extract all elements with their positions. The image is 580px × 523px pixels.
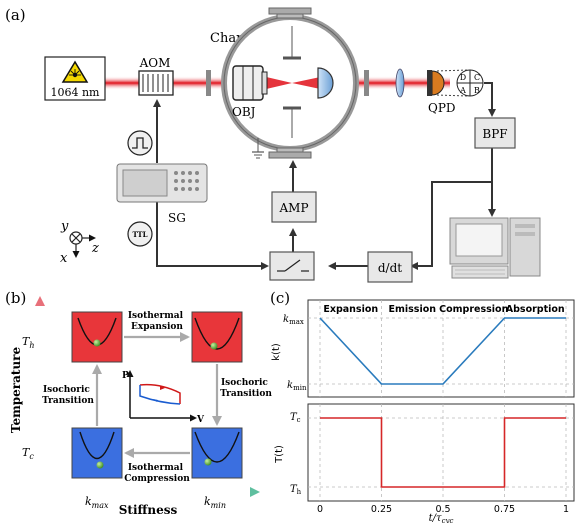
bpf-label: BPF bbox=[482, 127, 507, 141]
k-chart-frame bbox=[307, 299, 575, 398]
ddt-box bbox=[367, 251, 413, 283]
state-cold-soft bbox=[191, 427, 243, 479]
laser-wavelength: 1064 nm bbox=[50, 86, 100, 99]
wire-sg-switch bbox=[156, 200, 269, 270]
isothermal-expansion-label: Isothermal Expansion bbox=[128, 311, 186, 332]
stage-label-emission: Emission bbox=[389, 304, 437, 315]
obj-label: OBJ bbox=[232, 105, 256, 119]
x-tick-label-1: 0.25 bbox=[371, 504, 392, 515]
t-chart: T(t) Tc Th 0 0.25 0.5 0.75 1 t/τcyc bbox=[274, 403, 575, 523]
stage-label-expansion: Expansion bbox=[323, 304, 378, 315]
right-isochoric-label: Isochoric Transition bbox=[220, 378, 272, 399]
x-tick-label-3: 0.75 bbox=[494, 504, 515, 515]
wire-bpf-ddt bbox=[410, 181, 492, 270]
aom-label: AOM bbox=[139, 56, 171, 70]
state-hot-soft bbox=[191, 311, 243, 363]
panel-b-label: (b) bbox=[5, 289, 26, 307]
panel-c-label: (c) bbox=[270, 289, 290, 307]
axis-y-label: y bbox=[60, 219, 69, 234]
left-isochoric-label: Isochoric Transition bbox=[42, 385, 94, 406]
t-axis-label: T(t) bbox=[274, 445, 285, 464]
qpd-label: QPD bbox=[428, 101, 456, 115]
panel-c: (c) Expansion Emission CompressionAbsorpti… bbox=[270, 289, 575, 523]
exit-window bbox=[364, 70, 369, 96]
k-series-line bbox=[319, 317, 566, 385]
entry-window bbox=[206, 70, 211, 96]
wire-qpd-bpf bbox=[484, 82, 496, 117]
kmax-label: kmax bbox=[283, 314, 304, 326]
state-cold-stiff bbox=[71, 427, 123, 479]
qpd-quadrant-d: D bbox=[460, 73, 466, 82]
temperature-axis-label: Temperature bbox=[9, 347, 23, 434]
x-tick-label-2: 0.5 bbox=[435, 504, 450, 515]
stiffness-axis-label: Stiffness bbox=[119, 503, 178, 517]
laser-source: 1064 nm bbox=[44, 56, 106, 101]
kmin-label: kmin bbox=[287, 380, 307, 392]
stage-label-compression: Compression bbox=[439, 304, 508, 315]
objective-lens bbox=[232, 65, 268, 101]
coordinate-axes: y z x bbox=[60, 219, 99, 266]
sg-label: SG bbox=[168, 211, 186, 225]
stage-label-absorption: Absorption bbox=[506, 304, 565, 315]
t-series-line bbox=[320, 417, 566, 488]
focus-lens bbox=[395, 68, 405, 98]
th-label: Th bbox=[290, 484, 302, 496]
kmin-tick-label: kmin bbox=[204, 495, 226, 510]
qpd: D C A B bbox=[427, 69, 484, 97]
k-axis-label: k(t) bbox=[271, 343, 282, 361]
th-tick-label: Th bbox=[22, 335, 35, 350]
bpf-box bbox=[474, 117, 516, 149]
panel-a-label: (a) bbox=[5, 6, 26, 24]
isothermal-compression-label: Isothermal Compression bbox=[124, 463, 190, 484]
tc-label: Tc bbox=[290, 412, 301, 424]
amp-box bbox=[271, 191, 317, 223]
ttl-icon: TTL bbox=[127, 221, 153, 247]
qpd-quadrant-c: C bbox=[474, 73, 480, 82]
aom bbox=[138, 70, 174, 96]
collection-lens bbox=[317, 67, 334, 99]
switch-box bbox=[269, 251, 315, 281]
ddt-label: d/dt bbox=[378, 261, 402, 275]
amp-label: AMP bbox=[278, 201, 308, 215]
panel-b: (b) Temperature Stiffness Th Tc kmax kmi… bbox=[5, 289, 272, 517]
pv-diagram: P V bbox=[122, 370, 205, 425]
state-hot-stiff bbox=[71, 311, 123, 363]
x-tick-label-0: 0 bbox=[317, 504, 323, 515]
panel-a: (a) 1064 nm AOM bbox=[5, 6, 541, 283]
qpd-quadrant-b: B bbox=[474, 86, 480, 95]
pv-p-label: P bbox=[122, 371, 129, 381]
axis-x-label: x bbox=[60, 251, 68, 266]
vacuum-chamber bbox=[221, 7, 359, 159]
pv-v-label: V bbox=[196, 415, 205, 425]
t-x-axis-label: t/τcyc bbox=[429, 513, 454, 523]
tc-tick-label: Tc bbox=[22, 446, 34, 461]
signal-generator-icon bbox=[116, 163, 208, 203]
kmax-tick-label: kmax bbox=[85, 495, 109, 510]
qpd-quadrant-a: A bbox=[459, 86, 466, 95]
ttl-label: TTL bbox=[132, 230, 147, 239]
x-tick-label-4: 1 bbox=[563, 504, 569, 515]
computer-icon bbox=[449, 217, 541, 279]
t-chart-frame bbox=[307, 403, 575, 502]
axis-z-label: z bbox=[91, 241, 99, 256]
pulse-icon bbox=[127, 130, 153, 156]
